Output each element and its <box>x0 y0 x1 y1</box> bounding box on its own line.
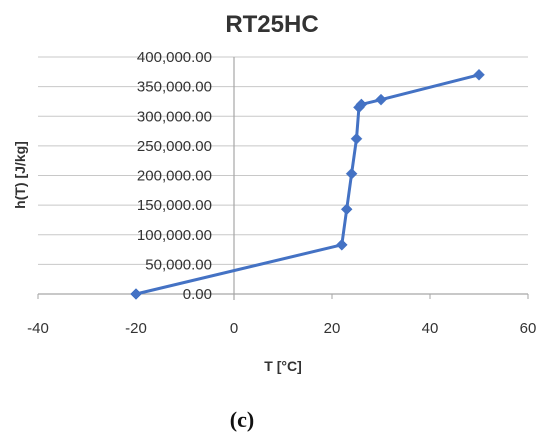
y-axis-label: h(T) [J/kg] <box>12 141 28 209</box>
chart-title: RT25HC <box>225 11 318 38</box>
y-tick-label: 300,000.00 <box>137 108 212 125</box>
data-point <box>130 288 142 300</box>
x-tick-label: 0 <box>230 320 238 337</box>
data-point <box>473 68 485 81</box>
data-point <box>350 132 363 145</box>
data-point <box>340 203 353 216</box>
y-tick-label: 50,000.00 <box>145 256 212 273</box>
y-tick-label: 200,000.00 <box>137 168 212 185</box>
data-point <box>375 93 387 106</box>
x-tick-label: -40 <box>27 320 49 337</box>
data-point <box>345 167 358 180</box>
panel-label: (c) <box>230 407 254 432</box>
x-axis-label: T [°C] <box>264 358 301 374</box>
x-tick-label: -20 <box>125 320 147 337</box>
y-tick-label: 350,000.00 <box>137 79 212 96</box>
x-tick-labels: -40 -20 0 20 40 60 <box>27 320 536 337</box>
y-tick-label: 0.00 <box>183 286 212 303</box>
series <box>130 68 485 300</box>
y-tick-label: 250,000.00 <box>137 138 212 155</box>
x-tick-label: 20 <box>324 320 341 337</box>
data-point <box>355 98 368 111</box>
y-tick-labels: 0.00 50,000.00 100,000.00 150,000.00 200,000… <box>137 49 212 303</box>
x-tick-label: 60 <box>520 320 537 337</box>
data-point <box>335 238 348 251</box>
y-tick-label: 400,000.00 <box>137 49 212 66</box>
x-tick-label: 40 <box>422 320 439 337</box>
axes <box>37 57 529 300</box>
gridlines <box>38 56 528 265</box>
y-tick-label: 100,000.00 <box>137 227 212 244</box>
y-tick-label: 150,000.00 <box>137 197 212 214</box>
